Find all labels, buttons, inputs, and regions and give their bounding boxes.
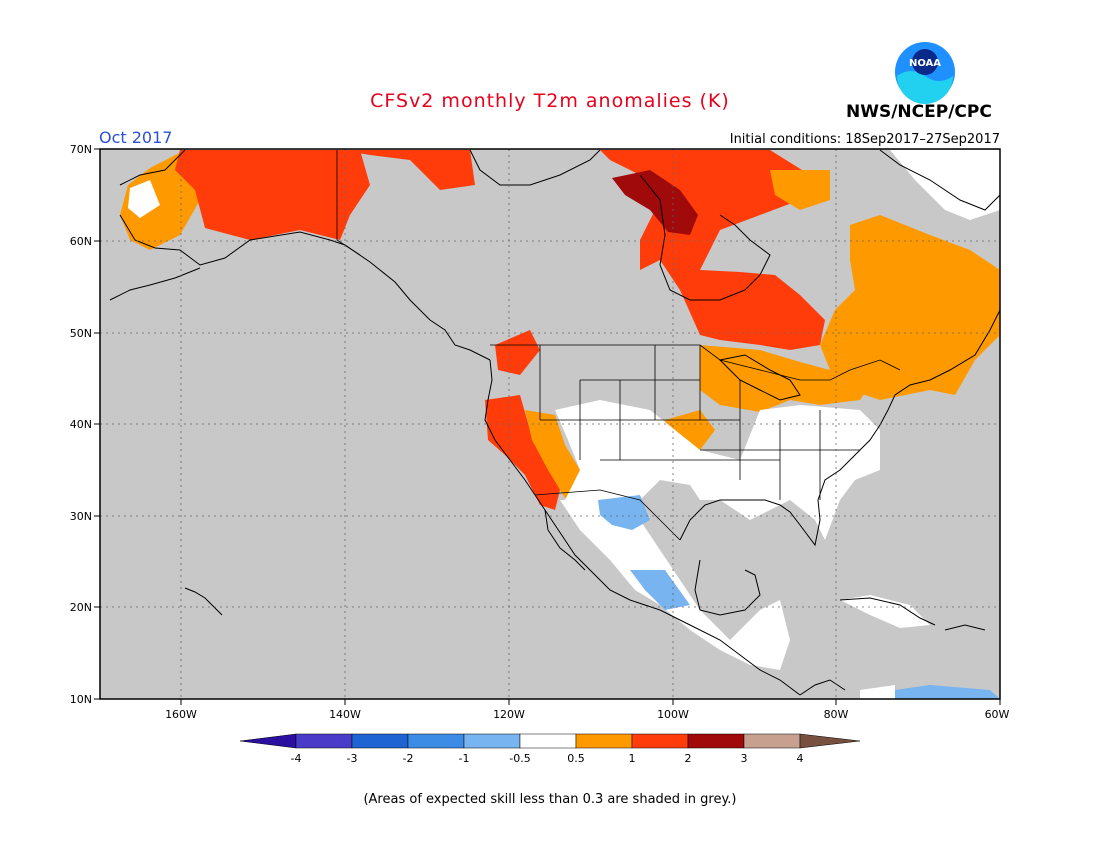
tick-marks (94, 148, 1001, 705)
lon-label: 100W (657, 708, 689, 721)
anomaly-hudson-red (600, 150, 825, 350)
lat-label: 60N (70, 235, 92, 248)
skill-note: (Areas of expected skill less than 0.3 a… (363, 792, 737, 807)
legend-tick: -3 (347, 752, 358, 765)
coast-baja (544, 509, 586, 571)
coast-alaska (119, 149, 491, 361)
anomaly-cuba-white (840, 595, 930, 628)
legend-swatch (743, 733, 801, 749)
anomaly-caribbean-white (860, 685, 895, 699)
legend-colorbar (239, 733, 861, 749)
lat-label: 50N (70, 327, 92, 340)
coast-hudson (639, 174, 771, 301)
lat-label: 30N (70, 510, 92, 523)
anomaly-alaska-red (175, 150, 370, 240)
legend-swatch (631, 733, 689, 749)
legend-tick: 3 (741, 752, 748, 765)
anomaly-nunavut-orange (770, 170, 830, 210)
lat-labels: 70N 60N 50N 40N 30N 20N 10N (70, 143, 92, 706)
legend-tick: -2 (403, 752, 414, 765)
coast-hawaii (184, 587, 223, 616)
coast-greenland (879, 149, 1000, 211)
lat-label: 20N (70, 601, 92, 614)
legend-tick: 2 (685, 752, 692, 765)
legend-swatch (687, 733, 745, 749)
anomaly-sw-orange (525, 410, 582, 498)
legend-swatch (519, 733, 577, 749)
border-us-mexico (534, 489, 681, 541)
legend-swatch-arrow-right (799, 733, 861, 749)
legend-swatch (295, 733, 353, 749)
lat-label: 40N (70, 418, 92, 431)
anomaly-mexico-blue-2 (630, 570, 690, 610)
graticule (100, 149, 1000, 699)
lon-label: 120W (493, 708, 525, 721)
lon-label: 60W (985, 708, 1010, 721)
legend-tick: 0.5 (567, 752, 585, 765)
state-lines (539, 345, 860, 500)
anomaly-alaska-white (128, 180, 160, 218)
coastlines (109, 149, 1000, 696)
coast-aleutians (109, 267, 201, 301)
coast-greatlakes (718, 354, 801, 401)
lon-label: 140W (329, 708, 361, 721)
legend-ticks: -4 -3 -2 -1 -0.5 0.5 1 2 3 4 (291, 752, 804, 765)
logo-text: NOAA (909, 58, 941, 69)
legend-swatch (351, 733, 409, 749)
legend-tick: 4 (797, 752, 804, 765)
anomaly-hudson-darkred (612, 170, 698, 235)
anomaly-labrador-white (890, 150, 1000, 220)
lon-label: 160W (165, 708, 197, 721)
anomaly-quebec-orange (820, 215, 1000, 400)
lat-label: 70N (70, 143, 92, 156)
anomaly-caribbean-blue (895, 685, 1000, 699)
legend-swatch (575, 733, 633, 749)
anomaly-greatlakes-orange (700, 345, 870, 412)
legend-swatch-arrow-left (239, 733, 297, 749)
forecast-period: Oct 2017 (99, 128, 173, 147)
noaa-logo: NOAA (895, 42, 955, 104)
coast-west-us (484, 359, 801, 696)
coast-central-america (799, 679, 846, 696)
agency-label: NWS/NCEP/CPC (846, 102, 992, 122)
map-title: CFSv2 monthly T2m anomalies (K) (370, 90, 730, 112)
border-alaska-canada (336, 150, 361, 256)
lon-label: 80W (824, 708, 849, 721)
lon-labels: 160W 140W 120W 100W 80W 60W (165, 708, 1009, 721)
legend-swatch (463, 733, 521, 749)
lat-label: 10N (70, 693, 92, 706)
anomaly-mexico-blue (598, 495, 650, 530)
anomaly-fields (120, 150, 1000, 699)
legend-tick: 1 (629, 752, 636, 765)
coast-gulf (679, 309, 1000, 547)
initial-conditions: Initial conditions: 18Sep2017–27Sep2017 (729, 132, 1000, 147)
legend-tick: -0.5 (509, 752, 530, 765)
border-us-canada (490, 344, 901, 381)
anomaly-yukon-red (340, 150, 475, 190)
coast-arctic (469, 149, 601, 186)
legend-tick: -1 (459, 752, 470, 765)
legend-swatch (407, 733, 465, 749)
coast-cuba (839, 597, 936, 626)
legend-tick: -4 (291, 752, 302, 765)
boundaries (336, 150, 901, 541)
coast-hispaniola (944, 624, 986, 631)
coast-yucatan (694, 559, 761, 616)
anomaly-pnw-red (495, 330, 540, 375)
